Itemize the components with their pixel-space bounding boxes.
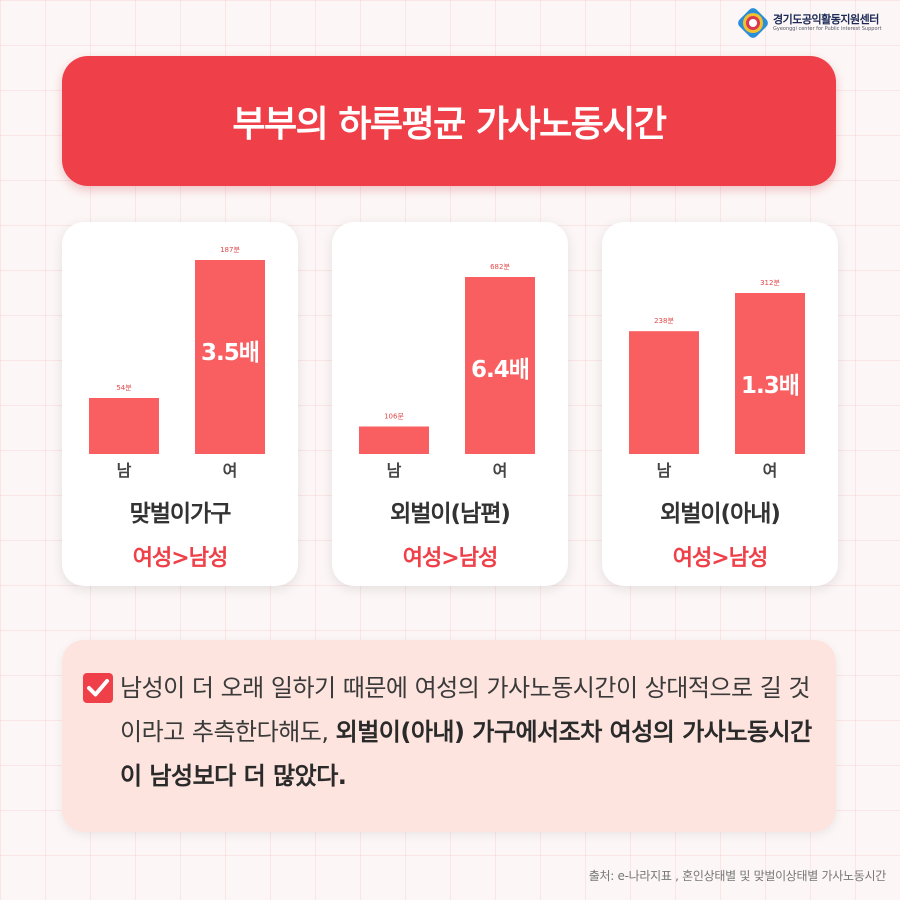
bar-male <box>629 331 699 454</box>
category-label: 남 <box>657 461 672 480</box>
title-banner: 부부의 하루평균 가사노동시간 <box>62 56 836 186</box>
category-label: 남 <box>387 461 402 480</box>
page-title: 부부의 하루평균 가사노동시간 <box>232 104 667 145</box>
bar-male <box>359 426 429 454</box>
chart-title-2: 외벌이(남편) <box>390 501 511 527</box>
note-text-plain: 남성이 더 오래 일하기 때문에 여성의 가사노동시간이 상대적으로 길 것이라… <box>120 674 810 746</box>
logo: 경기도공익활동지원센터 Gyeonggi center for Public i… <box>738 6 896 40</box>
chart-title-1: 맞벌이가구 <box>129 501 232 527</box>
bar-value-label: 238분 <box>654 317 674 325</box>
bar-female <box>195 260 265 454</box>
note-text: 남성이 더 오래 일하기 때문에 여성의 가사노동시간이 상대적으로 길 것이라… <box>120 666 820 798</box>
chart-comparison-2: 여성>남성 <box>402 546 498 571</box>
bar-value-label: 187분 <box>220 246 240 254</box>
chart-comparison-1: 여성>남성 <box>132 546 228 571</box>
source-citation: 출처: e-나라지표 , 혼인상태별 및 맞벌이상태별 가사노동시간 <box>588 869 887 883</box>
logo-subtitle: Gyeonggi center for Public interest Supp… <box>773 26 882 32</box>
logo-mark-icon <box>738 8 768 38</box>
chart-comparison-3: 여성>남성 <box>672 546 768 571</box>
note-text-emphasis: 외벌이(아내) 가구에서조차 여성의 가사노동시간이 남성보다 더 많았다. <box>120 718 812 790</box>
bar-value-label: 54분 <box>116 384 132 392</box>
bar-female <box>735 293 805 454</box>
bar-value-label: 312분 <box>760 279 780 287</box>
bar-value-label: 106분 <box>384 412 404 420</box>
bar-male <box>89 397 159 454</box>
category-label: 여 <box>493 461 508 480</box>
category-label: 남 <box>117 461 132 480</box>
category-label: 여 <box>223 461 238 480</box>
category-label: 여 <box>763 461 778 480</box>
logo-name: 경기도공익활동지원센터 <box>773 13 879 26</box>
note-box: 남성이 더 오래 일하기 때문에 여성의 가사노동시간이 상대적으로 길 것이라… <box>62 640 836 832</box>
bar-value-label: 682분 <box>490 263 510 271</box>
ratio-label: 1.3배 <box>741 373 799 399</box>
bar-female <box>465 277 535 454</box>
ratio-label: 3.5배 <box>201 340 259 366</box>
checkbox-checked-icon <box>83 673 113 703</box>
chart-title-3: 외벌이(아내) <box>660 501 781 527</box>
ratio-label: 6.4배 <box>471 357 529 383</box>
